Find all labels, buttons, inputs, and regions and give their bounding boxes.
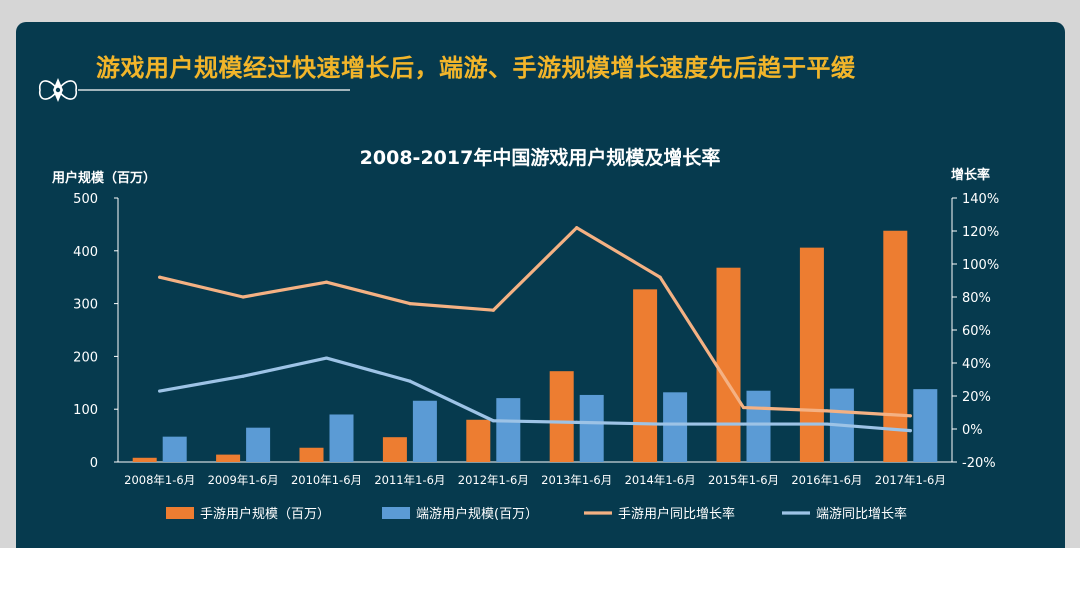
pc-user-bar — [746, 390, 771, 462]
x-tick-label: 2013年1-6月 — [541, 473, 612, 487]
x-tick-label: 2014年1-6月 — [625, 473, 696, 487]
pc-growth-point — [491, 419, 495, 423]
y2-tick-label: 140% — [962, 192, 999, 207]
x-tick-label: 2016年1-6月 — [791, 473, 862, 487]
pc-user-bar — [246, 427, 271, 462]
mobile-growth-point — [408, 302, 412, 306]
pc-growth-point — [241, 374, 245, 378]
mobile-user-bar — [216, 454, 241, 462]
x-tick-label: 2010年1-6月 — [291, 473, 362, 487]
pc-growth-point — [825, 422, 829, 426]
x-tick-label: 2017年1-6月 — [875, 473, 946, 487]
y2-tick-label: 60% — [962, 324, 991, 339]
mobile-user-bar — [633, 289, 658, 462]
mobile-growth-point — [491, 308, 495, 312]
chart-title: 2008-2017年中国游戏用户规模及增长率 — [360, 146, 721, 169]
pc-growth-point — [575, 420, 579, 424]
mobile-user-bar — [132, 457, 157, 462]
mobile-growth-point — [575, 226, 579, 230]
pc-growth-point — [908, 429, 912, 433]
legend-swatch — [382, 507, 410, 519]
pc-growth-point — [408, 379, 412, 383]
y2-axis-label: 增长率 — [951, 167, 990, 183]
pc-growth-point — [158, 389, 162, 393]
title-ornament-icon — [38, 78, 350, 102]
y2-tick-label: 100% — [962, 258, 999, 273]
pc-growth-point — [658, 422, 662, 426]
pc-user-bar — [329, 414, 354, 462]
pc-growth-line — [158, 356, 912, 433]
y-tick-label: 500 — [73, 192, 98, 207]
legend-label: 端游同比增长率 — [816, 506, 907, 522]
y2-tick-label: 120% — [962, 225, 999, 240]
legend-label: 手游用户规模（百万） — [200, 506, 330, 522]
mobile-user-bar — [382, 437, 407, 462]
y2-tick-label: -20% — [962, 456, 996, 471]
y2-tick-label: 20% — [962, 390, 991, 405]
y2-tick-label: 0% — [962, 423, 983, 438]
x-tick-label: 2011年1-6月 — [374, 473, 445, 487]
pc-user-bar — [412, 400, 437, 462]
mobile-growth-point — [741, 405, 746, 410]
slide: 游戏用户规模经过快速增长后，端游、手游规模增长速度先后趋于平缓 2008-201… — [16, 22, 1065, 548]
mobile-growth-point — [324, 280, 329, 284]
mobile-growth-point — [658, 275, 662, 279]
x-tick-label: 2009年1-6月 — [208, 473, 279, 487]
x-tick-label: 2015年1-6月 — [708, 473, 779, 487]
mobile-user-bar — [716, 267, 741, 462]
y-tick-label: 400 — [73, 245, 98, 260]
mobile-growth-point — [158, 275, 162, 279]
y-axis-label: 用户规模（百万） — [51, 170, 156, 186]
y-tick-label: 0 — [90, 456, 98, 471]
mobile-growth-line — [158, 226, 912, 418]
legend-label: 手游用户同比增长率 — [618, 506, 735, 522]
pc-user-bar — [663, 392, 688, 462]
pc-user-bar — [162, 436, 187, 462]
mobile-growth-point — [241, 295, 245, 299]
pc-user-bar — [579, 394, 604, 462]
y-tick-label: 100 — [73, 403, 98, 418]
pc-user-bar — [913, 389, 938, 462]
growth-chart: 2008-2017年中国游戏用户规模及增长率 用户规模（百万） 增长率 500 4… — [51, 146, 999, 522]
x-tick-label: 2008年1-6月 — [124, 473, 195, 487]
mobile-user-bar — [883, 230, 908, 462]
slide-title: 游戏用户规模经过快速增长后，端游、手游规模增长速度先后趋于平缓 — [96, 54, 856, 82]
legend-label: 端游用户规模(百万） — [416, 506, 538, 522]
mobile-user-bar — [799, 247, 824, 462]
mobile-user-bar — [466, 419, 491, 462]
pc-growth-point — [324, 356, 329, 360]
y2-tick-label: 40% — [962, 357, 991, 372]
mobile-user-bar — [549, 371, 574, 462]
y-tick-label: 200 — [73, 350, 98, 365]
pc-growth-point — [741, 422, 746, 426]
x-tick-label: 2012年1-6月 — [458, 473, 529, 487]
mobile-growth-point — [908, 414, 912, 418]
y-tick-label: 300 — [73, 298, 98, 313]
pc-user-bar — [496, 398, 521, 462]
mobile-growth-point — [825, 409, 829, 413]
y2-tick-label: 80% — [962, 291, 991, 306]
mobile-user-bar — [299, 447, 324, 462]
legend-swatch — [166, 507, 194, 519]
